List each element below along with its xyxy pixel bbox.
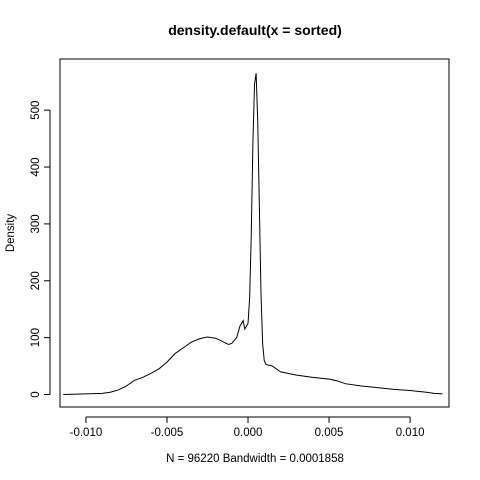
y-axis-label: Density [5, 214, 17, 253]
x-axis: -0.010 -0.005 0.000 0.005 0.010 [70, 416, 425, 439]
y-tick-label: 200 [30, 271, 42, 290]
y-axis: 0 100 200 300 400 500 [30, 101, 51, 398]
x-axis-label: N = 96220 Bandwidth = 0.0001858 [166, 453, 344, 465]
x-tick-label: 0.000 [234, 427, 263, 439]
x-tick-label: -0.005 [151, 427, 184, 439]
y-tick-label: 500 [30, 101, 42, 120]
chart-title: density.default(x = sorted) [168, 22, 342, 38]
x-tick-label: -0.010 [70, 427, 103, 439]
y-tick-label: 300 [30, 214, 42, 233]
y-tick-label: 0 [30, 391, 42, 397]
x-tick-label: 0.010 [396, 427, 425, 439]
y-tick-label: 100 [30, 328, 42, 347]
y-tick-label: 400 [30, 157, 42, 176]
density-line [63, 73, 443, 395]
plot-frame [59, 58, 450, 408]
x-tick-label: 0.005 [315, 427, 344, 439]
